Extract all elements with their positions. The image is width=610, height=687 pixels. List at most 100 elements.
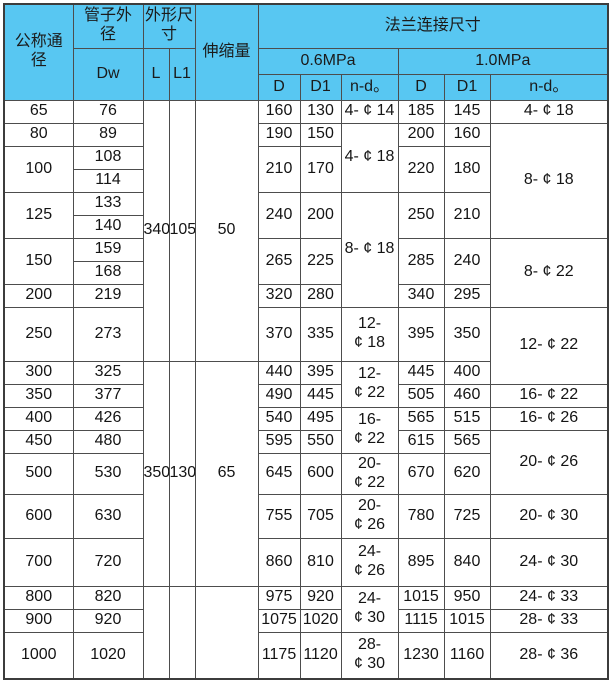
table-cell: 670	[397, 452, 445, 495]
table-cell: 4- ¢ 14	[340, 99, 399, 124]
table-cell: 24- ¢ 30	[340, 585, 399, 633]
table-cell: 840	[443, 537, 491, 587]
header-row-2: Dw L L1 0.6MPa 1.0MPa	[4, 47, 609, 101]
table-cell: 340	[397, 283, 445, 308]
table-cell: 250	[397, 191, 445, 239]
table-row: 168	[4, 260, 608, 285]
table-cell: 1020	[72, 631, 144, 680]
table-cell: 20- ¢ 30	[489, 493, 609, 539]
table-cell: 895	[397, 537, 445, 587]
table-row: 400 426 540 495 16- ¢ 22 565 515 16- ¢ 26	[3, 406, 609, 454]
table-cell: 185	[397, 99, 445, 124]
table-row: 500 530 645 600 20- ¢ 22 670 620	[3, 452, 608, 495]
table-cell: 395	[299, 360, 342, 385]
table-cell: 445	[397, 360, 445, 385]
table-cell: 426	[72, 406, 144, 431]
table-cell: 150	[299, 122, 342, 147]
table-cell: 160	[257, 99, 301, 124]
table-cell: 225	[299, 237, 342, 285]
table-row: 200 219 320 280 340 295	[3, 283, 608, 308]
table-cell: 12- ¢ 18	[340, 306, 399, 362]
table-cell: 105	[168, 99, 196, 362]
table-cell: 280	[299, 283, 342, 308]
table-cell: 130	[168, 360, 196, 587]
table-cell: 24- ¢ 33	[489, 585, 609, 610]
table-cell: 1075	[257, 608, 301, 633]
table-cell: 219	[72, 283, 144, 308]
table-cell: 168	[72, 260, 144, 285]
table-cell: 210	[443, 191, 491, 239]
table-row: 125 133 240 200 8- ¢ 18 250 210	[3, 191, 608, 308]
table-cell: 820	[72, 585, 144, 610]
header-pressure-10mpa: 1.0MPa	[397, 47, 609, 75]
table-row: 350 377 490 445 505 460 16- ¢ 22	[3, 383, 609, 408]
table-cell: 700	[3, 537, 74, 587]
table-cell: 565	[397, 406, 445, 431]
table-cell: 1160	[443, 631, 491, 680]
table-cell: 900	[3, 608, 74, 633]
table-row: 250 273 370 335 12- ¢ 18 395 350 12- ¢ 22	[3, 306, 609, 385]
table-cell: 273	[72, 306, 144, 362]
table-cell: 24- ¢ 30	[489, 537, 609, 587]
table-cell: 530	[72, 452, 144, 495]
table-cell: 600	[3, 493, 74, 539]
table-cell: 240	[443, 237, 491, 285]
table-cell: 320	[257, 283, 301, 308]
table-cell: 500	[3, 452, 74, 495]
table-cell: 325	[72, 360, 144, 385]
table-cell: 12- ¢ 22	[340, 360, 399, 408]
table-cell: 645	[257, 452, 301, 495]
header-nd-10: n-d。	[489, 73, 609, 101]
table-cell: 160	[443, 122, 491, 147]
table-cell	[194, 585, 259, 680]
header-nd-06: n-d。	[340, 73, 399, 101]
table-cell: 250	[3, 306, 74, 362]
table-row: 300 325 350 130 65 440 395 12- ¢ 22 445 400	[3, 360, 608, 587]
table-cell: 130	[299, 99, 342, 124]
table-cell: 780	[397, 493, 445, 539]
table-cell: 12- ¢ 22	[489, 306, 609, 385]
header-outline-dimensions: 外形尺 寸	[142, 3, 196, 49]
table-cell: 200	[299, 191, 342, 239]
table-cell: 4- ¢ 18	[340, 122, 399, 193]
table-cell: 755	[257, 493, 301, 539]
table-cell: 200	[3, 283, 74, 308]
table-cell: 350	[443, 306, 491, 362]
header-row-3: D D1 n-d。 D D1 n-d。	[4, 73, 609, 101]
table-cell: 180	[443, 145, 491, 193]
table-cell: 810	[299, 537, 342, 587]
table-cell: 159	[72, 237, 144, 262]
table-cell: 8- ¢ 22	[489, 237, 609, 308]
table-row: 700 720 860 810 24- ¢ 26 895 840 24- ¢ 30	[3, 537, 609, 587]
header-D1-10: D1	[443, 73, 491, 101]
table-cell: 114	[72, 168, 144, 193]
header-dw: Dw	[72, 47, 144, 101]
table-cell: 370	[257, 306, 301, 362]
header-expansion-amount: 伸缩量	[194, 3, 259, 101]
table-cell: 65	[194, 360, 259, 587]
table-cell: 190	[257, 122, 301, 147]
table-cell: 150	[3, 237, 74, 285]
table-cell: 265	[257, 237, 301, 285]
table-cell: 705	[299, 493, 342, 539]
header-D-06: D	[257, 73, 301, 101]
header-L1: L1	[168, 47, 196, 101]
header-pipe-outer-diameter: 管子外 径	[72, 3, 144, 49]
table-cell: 550	[299, 429, 342, 454]
table-cell: 1015	[443, 608, 491, 633]
table-cell: 295	[443, 283, 491, 308]
table-cell: 285	[397, 237, 445, 285]
table-cell: 24- ¢ 26	[340, 537, 399, 587]
table-cell	[142, 585, 170, 680]
table-cell: 505	[397, 383, 445, 408]
table-cell: 335	[299, 306, 342, 362]
table-cell: 8- ¢ 18	[340, 191, 399, 308]
table-cell: 350	[3, 383, 74, 408]
table-cell: 8- ¢ 18	[489, 122, 609, 239]
table-cell: 16- ¢ 22	[340, 406, 399, 454]
table-cell: 100	[3, 145, 74, 193]
table-cell: 16- ¢ 26	[489, 406, 609, 431]
table-cell: 515	[443, 406, 491, 431]
table-row: 450 480 595 550 615 565 20- ¢ 26	[3, 429, 609, 495]
table-cell: 615	[397, 429, 445, 454]
